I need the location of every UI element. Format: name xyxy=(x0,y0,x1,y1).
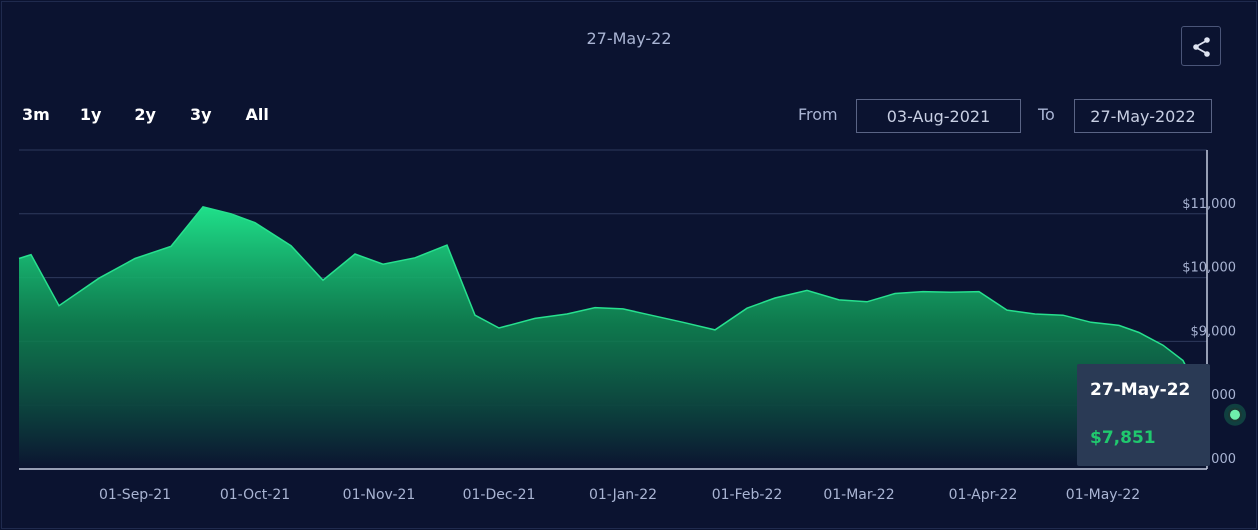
x-tick-label: 01-Mar-22 xyxy=(823,487,894,503)
x-tick-label: 01-May-22 xyxy=(1066,487,1140,503)
share-icon xyxy=(1193,37,1210,57)
x-tick-label: 01-Sep-21 xyxy=(99,487,171,503)
to-label: To xyxy=(1038,105,1055,124)
x-tick-label: 01-Nov-21 xyxy=(343,487,416,503)
range-button-1y[interactable]: 1y xyxy=(79,105,102,124)
y-tick-label: $11,000 xyxy=(1182,197,1236,212)
share-button[interactable] xyxy=(1181,26,1221,66)
range-selector: 3m 1y 2y 3y All xyxy=(22,105,299,124)
tooltip-value: $7,851 xyxy=(1090,428,1156,448)
x-tick-label: 01-Apr-22 xyxy=(949,487,1018,503)
y-tick-label: $9,000 xyxy=(1191,324,1237,339)
x-tick-label: 01-Jan-22 xyxy=(589,487,657,503)
x-tick-label: 01-Oct-21 xyxy=(220,487,290,503)
y-tick-label: $10,000 xyxy=(1182,261,1236,276)
tooltip-date: 27-May-22 xyxy=(1090,380,1191,400)
value-tooltip: 27-May-22 $7,851 xyxy=(1077,364,1210,466)
range-button-3m[interactable]: 3m xyxy=(22,105,50,124)
series-line xyxy=(18,205,1208,415)
range-button-3y[interactable]: 3y xyxy=(189,105,212,124)
chart-title: 27-May-22 xyxy=(586,29,672,48)
series-area xyxy=(19,206,1207,470)
from-date-input[interactable] xyxy=(856,99,1021,133)
range-button-2y[interactable]: 2y xyxy=(134,105,156,124)
x-tick-label: 01-Feb-22 xyxy=(712,487,783,503)
data-point-marker[interactable] xyxy=(1228,407,1242,422)
from-label: From xyxy=(798,105,838,124)
to-date-input[interactable] xyxy=(1074,99,1212,133)
range-button-all[interactable]: All xyxy=(245,105,269,124)
x-tick-label: 01-Dec-21 xyxy=(463,487,536,503)
